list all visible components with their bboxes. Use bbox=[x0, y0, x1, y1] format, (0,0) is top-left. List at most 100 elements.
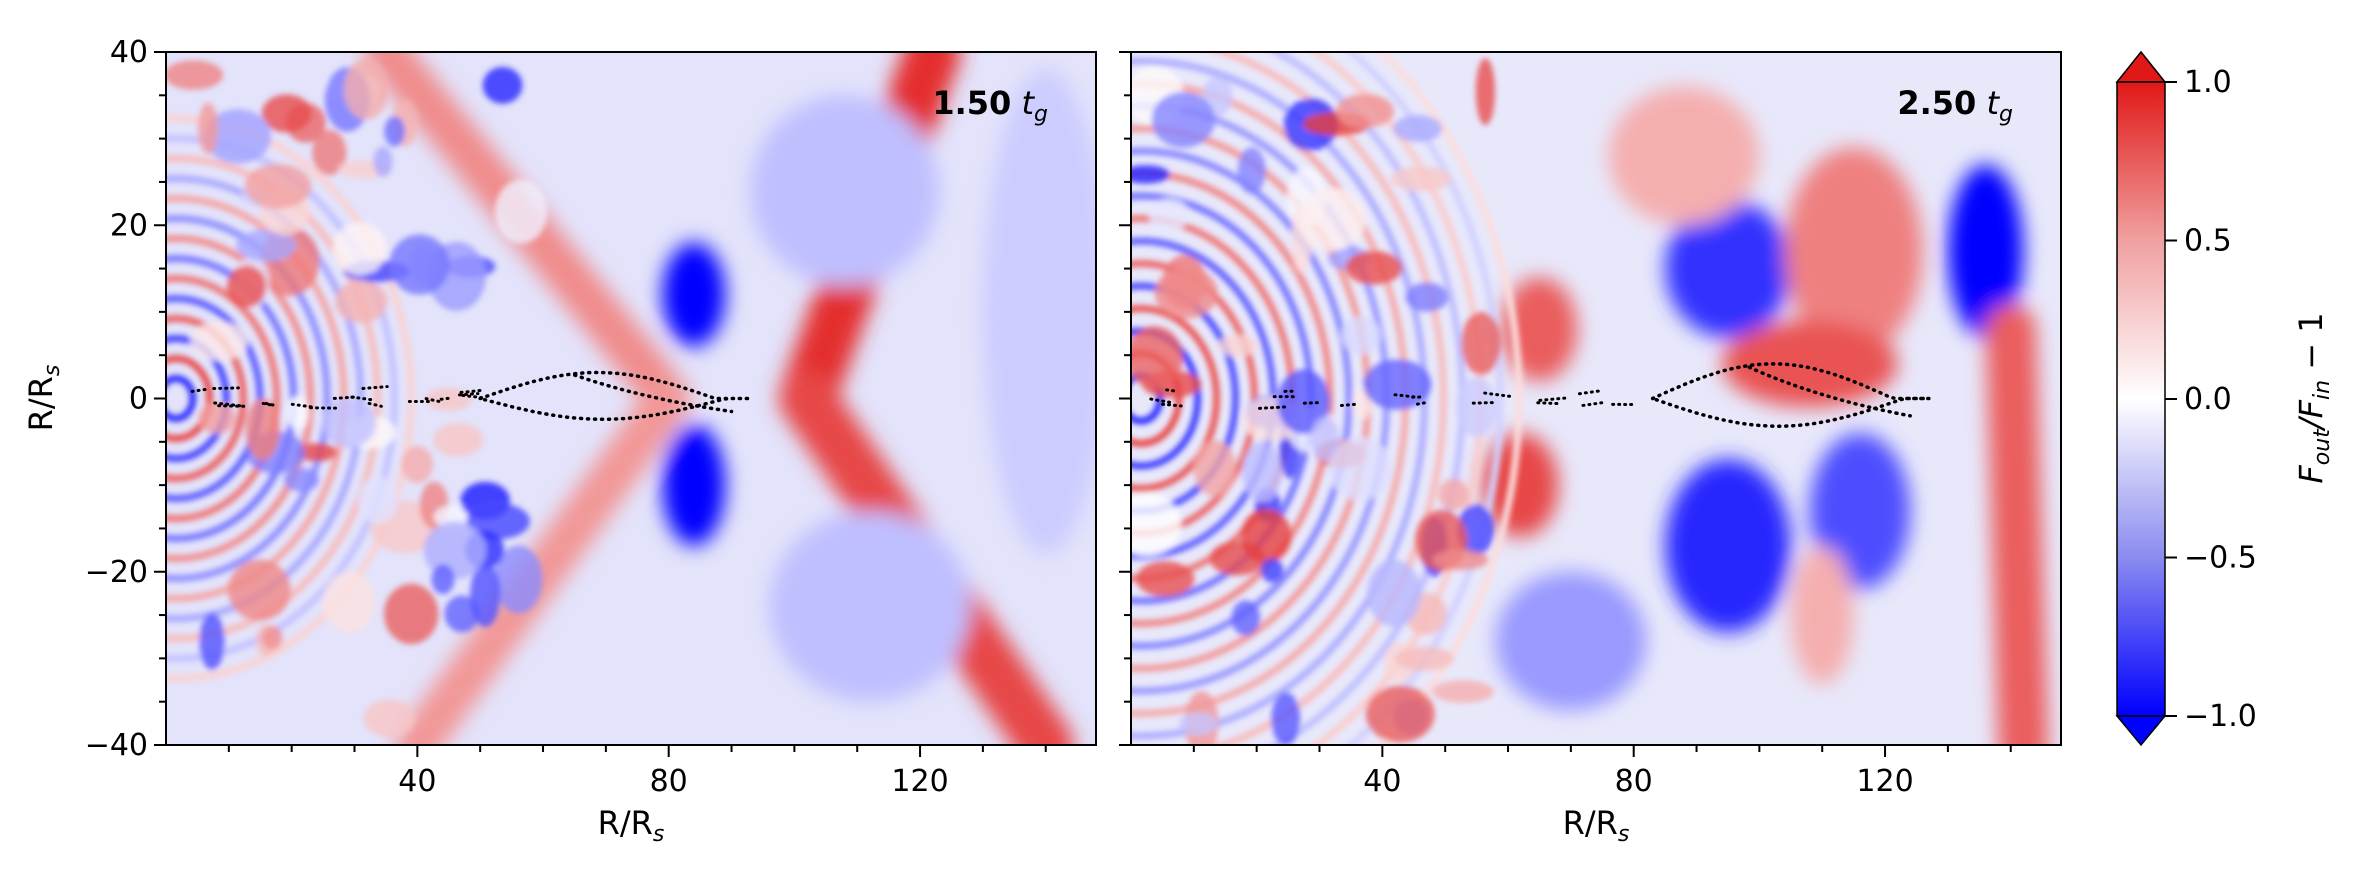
field-feature bbox=[750, 95, 939, 286]
field-patch bbox=[1151, 91, 1215, 148]
disk-contour-inner bbox=[573, 373, 734, 414]
field-patch bbox=[296, 443, 338, 462]
colorbar-tick-label: −1.0 bbox=[2184, 699, 2257, 734]
panel-1-time-unit-sub: g bbox=[1034, 102, 1048, 127]
panel-1-x-ticks: 40 80 120 bbox=[227, 745, 1047, 799]
y-tick-label: 0 bbox=[129, 382, 148, 417]
panel-1-time-value: 1.50 bbox=[932, 84, 1011, 122]
field-patch bbox=[373, 146, 393, 177]
colorbar-tick-label: 1.0 bbox=[2184, 65, 2232, 100]
panel-1-x-axis-label: R/Rs bbox=[598, 804, 665, 847]
panel-1-field bbox=[363, 52, 1096, 745]
midplane-contour-fragment bbox=[1471, 400, 1499, 405]
field-patch bbox=[1328, 436, 1392, 501]
panel-1-y-ticks: −40 −20 0 20 40 bbox=[85, 35, 166, 763]
field-patch bbox=[494, 545, 543, 614]
field-patch bbox=[1432, 680, 1494, 704]
field-feature bbox=[1482, 433, 1559, 538]
field-patch bbox=[332, 222, 387, 276]
panel-2-time-label: 2.50 tg bbox=[1897, 84, 2013, 127]
field-feature bbox=[1790, 545, 1854, 685]
field-patch bbox=[401, 446, 434, 484]
disk-contour bbox=[474, 370, 751, 422]
ripple-ring bbox=[166, 275, 281, 522]
ripple-ring bbox=[1376, 52, 1523, 745]
ripple-ring bbox=[1131, 147, 1353, 650]
panel-2-ripples bbox=[1131, 52, 1523, 745]
field-patch bbox=[1241, 441, 1283, 503]
field-patch bbox=[1277, 369, 1330, 435]
field-patch bbox=[1131, 165, 1170, 184]
field-feature bbox=[1985, 304, 2049, 745]
midplane-contour-fragment bbox=[439, 396, 453, 401]
field-patch bbox=[1131, 492, 1182, 557]
field-patch bbox=[166, 60, 224, 90]
field-patch bbox=[312, 130, 347, 176]
field-patch bbox=[1475, 58, 1496, 126]
field-patch bbox=[322, 397, 377, 448]
colorbar-tick-label: −0.5 bbox=[2184, 541, 2257, 576]
field-feature bbox=[982, 69, 1096, 555]
midplane-contour-fragment bbox=[1165, 388, 1180, 393]
field-patch bbox=[1148, 197, 1190, 232]
ripple-ring bbox=[1345, 52, 1504, 745]
x-tick-label: 80 bbox=[650, 764, 688, 799]
field-patch bbox=[1345, 250, 1403, 285]
field-patch bbox=[1461, 311, 1502, 375]
x-tick-label: 40 bbox=[398, 764, 436, 799]
field-feature bbox=[1665, 459, 1791, 633]
field-patch bbox=[204, 109, 272, 164]
field-patch bbox=[389, 234, 450, 295]
ripple-ring bbox=[166, 295, 264, 502]
x-tick-label: 120 bbox=[891, 764, 948, 799]
field-patch bbox=[244, 163, 312, 209]
field-patch bbox=[494, 179, 548, 244]
field-patch bbox=[1240, 508, 1292, 564]
field-patch bbox=[1394, 646, 1454, 671]
field-patch bbox=[286, 395, 309, 430]
x-tick-label: 80 bbox=[1615, 764, 1653, 799]
field-patch bbox=[363, 699, 415, 738]
field-patch bbox=[1271, 692, 1301, 745]
field-patch bbox=[198, 402, 236, 434]
y-tick-label: −40 bbox=[85, 728, 148, 763]
field-patch bbox=[1438, 478, 1469, 511]
field-feature bbox=[1495, 571, 1647, 711]
midplane-contour-fragment bbox=[361, 385, 389, 390]
colorbar-gradient bbox=[2116, 81, 2166, 717]
field-patch bbox=[1154, 267, 1218, 319]
midplane-contour-fragment bbox=[1581, 400, 1606, 407]
midplane-contour-fragment bbox=[461, 393, 487, 400]
disk-contour bbox=[1647, 362, 1929, 428]
panel-2-y-ticks bbox=[1119, 51, 1131, 746]
field-patch bbox=[1136, 561, 1195, 597]
field-patch bbox=[262, 625, 283, 650]
panel-2-x-ticks: 40 80 120 bbox=[1192, 745, 2012, 799]
midplane-contour-fragment bbox=[213, 401, 242, 408]
y-tick-label: 40 bbox=[110, 35, 148, 70]
ripple-ring bbox=[166, 135, 398, 662]
panel-1-ripples bbox=[166, 59, 548, 738]
midplane-contour-fragment bbox=[1483, 391, 1513, 398]
field-patch bbox=[470, 562, 501, 628]
midplane-contour-fragment bbox=[1258, 405, 1289, 410]
colorbar-tick-label: 0.0 bbox=[2184, 382, 2232, 417]
field-patch bbox=[384, 583, 439, 645]
ripple-ring bbox=[166, 355, 214, 442]
field-patch bbox=[236, 229, 297, 262]
field-patch bbox=[1456, 377, 1497, 438]
midplane-contour-fragment bbox=[261, 401, 276, 408]
midplane-contour-fragment bbox=[350, 395, 376, 402]
field-feature bbox=[1809, 433, 1911, 590]
field-feature bbox=[1608, 86, 1760, 226]
field-feature bbox=[1947, 164, 2024, 338]
field-patch bbox=[343, 59, 389, 120]
field-patch bbox=[1310, 416, 1340, 462]
panel-1-contour bbox=[190, 370, 751, 422]
field-patch bbox=[245, 398, 280, 461]
y-tick-label: −20 bbox=[85, 555, 148, 590]
field-patch bbox=[198, 102, 219, 155]
ripple-ring bbox=[1210, 52, 1447, 745]
midplane-contour-fragment bbox=[459, 388, 486, 394]
field-patch bbox=[1335, 93, 1395, 128]
